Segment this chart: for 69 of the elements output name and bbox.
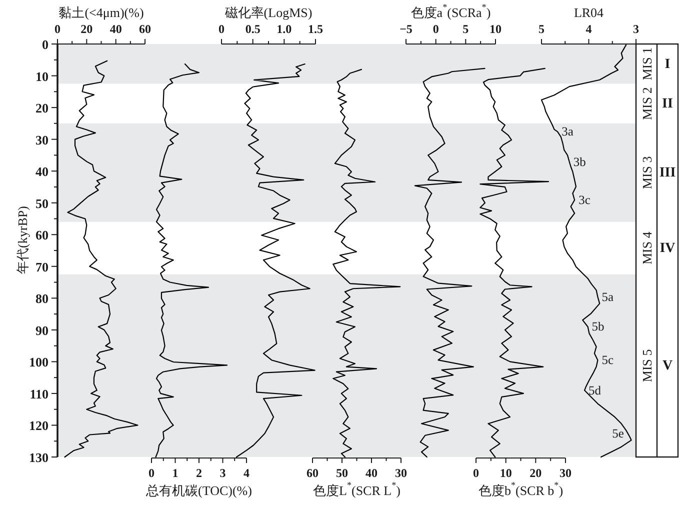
- x-tick-label: 30: [560, 466, 572, 480]
- x-tick-label: 1.0: [276, 22, 292, 36]
- x-axis-title: LR04: [574, 4, 604, 20]
- x-tick-label: 0: [218, 22, 224, 36]
- x-tick-label: 10: [500, 466, 512, 480]
- y-tick-label: 110: [30, 386, 48, 401]
- text: MIS 5: [639, 349, 654, 382]
- y-tick-label: 70: [36, 258, 48, 274]
- text: III: [659, 165, 676, 180]
- annotation: 5e: [612, 426, 624, 440]
- x-tick-label: 4: [586, 22, 592, 36]
- y-tick-label: 40: [36, 164, 48, 179]
- text: II: [662, 96, 673, 112]
- y-tick-label: 100: [29, 354, 48, 370]
- text: MIS 2: [639, 87, 654, 120]
- x-axis-title: 磁化率(LogMS): [224, 4, 312, 20]
- text: MIS 4: [639, 231, 654, 265]
- x-tick-label: 50: [336, 466, 348, 480]
- x-axis-title: 色度L$^{*}$(SCR L$^{*}$): [313, 480, 400, 498]
- annotation: 3c: [578, 192, 591, 207]
- annotation: 3a: [562, 124, 574, 139]
- x-tick-label: 5: [538, 22, 544, 36]
- x-tick-label: 0: [473, 466, 479, 480]
- x-tick-label: 1: [172, 466, 178, 480]
- x-tick-label: 1.5: [308, 22, 323, 36]
- x-tick-label: 0: [432, 22, 439, 36]
- y-tick-label: 120: [29, 418, 48, 433]
- x-tick-label: 3: [633, 22, 639, 36]
- annotation: 3b: [573, 154, 586, 169]
- x-tick-label: 0: [148, 466, 154, 480]
- x-tick-label: 30: [395, 466, 407, 480]
- x-tick-label: 60: [306, 466, 318, 480]
- annotation: 5b: [592, 320, 604, 334]
- text: IV: [660, 240, 676, 256]
- y-tick-label: 20: [36, 100, 48, 116]
- y-tick-label: 50: [36, 195, 48, 210]
- y-tick-label: 90: [36, 322, 48, 338]
- y-tick-label: 30: [36, 132, 48, 147]
- x-tick-label: −5: [400, 22, 412, 36]
- x-tick-label: 40: [110, 22, 122, 36]
- x-tick-label: 4: [244, 466, 250, 480]
- x-axis-title: 色度a$^{*}$(SCRa$^{*}$): [410, 2, 491, 20]
- x-tick-label: 0: [54, 22, 60, 36]
- x-axis-title: 总有机碳(TOC)(%): [145, 482, 252, 498]
- y-tick-label: 130: [29, 450, 48, 464]
- x-tick-label: 40: [366, 466, 378, 480]
- text: V: [662, 358, 673, 374]
- text: I: [664, 56, 670, 72]
- y-tick-label: 60: [36, 227, 48, 242]
- x-tick-label: 3: [220, 466, 226, 480]
- x-tick-label: 0.5: [245, 22, 260, 36]
- text: MIS 3: [639, 156, 654, 190]
- y-tick-label: 80: [36, 290, 48, 306]
- annotation: 5a: [602, 290, 614, 304]
- y-tick-label: 10: [36, 68, 48, 84]
- y-axis-title: 年代(kyrBP): [14, 206, 30, 274]
- x-tick-label: 60: [139, 22, 151, 36]
- x-tick-label: 2: [196, 466, 202, 480]
- annotation: 5c: [602, 353, 614, 368]
- x-tick-label: 20: [530, 466, 542, 480]
- x-axis-title: 色度b$^{*}$(SCR b$^{*}$): [478, 480, 564, 498]
- line-series: [64, 60, 138, 458]
- text: MIS 1: [639, 47, 654, 80]
- x-tick-label: 10: [490, 22, 502, 36]
- x-tick-label: 20: [80, 22, 93, 36]
- y-tick-label: 0: [42, 36, 48, 52]
- annotation: 5d: [588, 383, 602, 398]
- x-tick-label: 5: [462, 22, 469, 36]
- x-axis-title: 黏土(<4μm)(%): [58, 4, 144, 20]
